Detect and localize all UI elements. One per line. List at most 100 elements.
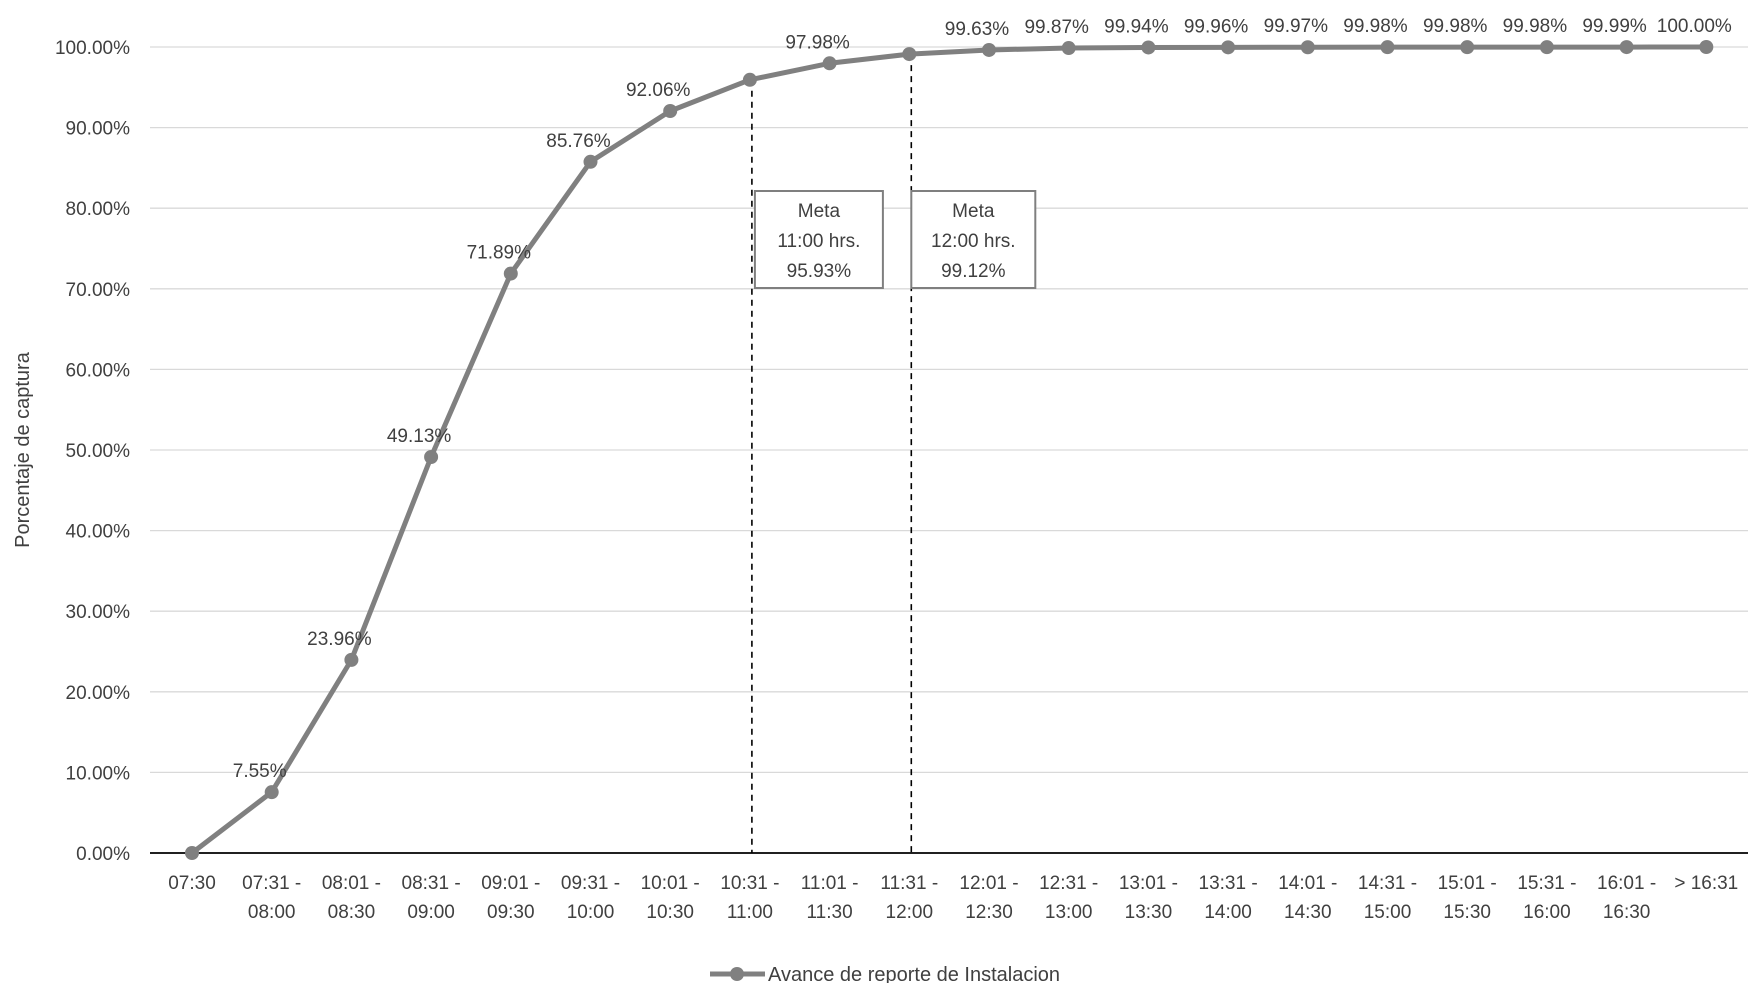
data-point bbox=[1300, 40, 1315, 55]
legend-label: Avance de reporte de Instalacion bbox=[768, 964, 1060, 983]
data-point bbox=[503, 266, 518, 281]
x-tick-label: 15:01 - bbox=[1438, 873, 1497, 894]
data-point bbox=[902, 47, 917, 62]
data-label: 100.00% bbox=[1657, 16, 1732, 37]
x-tick-label: 09:00 bbox=[407, 902, 455, 923]
x-tick-label: 10:01 - bbox=[641, 873, 700, 894]
x-tick-label: 07:30 bbox=[168, 873, 216, 894]
data-point bbox=[1539, 40, 1554, 55]
y-tick-label: 80.00% bbox=[66, 199, 131, 220]
data-point bbox=[1221, 40, 1236, 55]
data-point bbox=[742, 72, 757, 87]
x-tick-label: 14:31 - bbox=[1358, 873, 1417, 894]
x-tick-label: 14:30 bbox=[1284, 902, 1332, 923]
x-tick-label: 10:00 bbox=[567, 902, 615, 923]
goal-annotations: Meta 11:00 hrs. 95.93% Meta 12:00 hrs. 99.12% bbox=[751, 54, 1037, 853]
y-tick-label: 100.00% bbox=[55, 38, 130, 59]
data-point bbox=[344, 652, 359, 667]
legend: Avance de reporte de Instalacion bbox=[710, 964, 1060, 986]
x-tick-label: 13:30 bbox=[1125, 902, 1173, 923]
data-point bbox=[1699, 40, 1714, 54]
x-tick-label: 14:01 - bbox=[1278, 873, 1337, 894]
x-tick-label: 12:31 - bbox=[1039, 873, 1098, 894]
x-tick-label: 08:30 bbox=[328, 902, 376, 923]
data-label: 99.98% bbox=[1503, 16, 1568, 37]
x-tick-label: 12:30 bbox=[965, 902, 1013, 923]
data-label: 99.87% bbox=[1024, 17, 1089, 38]
data-label: 92.06% bbox=[626, 80, 691, 101]
goal-box-text: Meta bbox=[952, 201, 995, 222]
y-tick-label: 50.00% bbox=[66, 441, 131, 462]
data-label: 99.98% bbox=[1343, 16, 1408, 37]
data-label: 99.94% bbox=[1104, 16, 1169, 37]
x-tick-label: 07:31 - bbox=[242, 873, 301, 894]
y-tick-label: 40.00% bbox=[66, 522, 131, 543]
x-tick-label: 09:01 - bbox=[481, 873, 540, 894]
goal-box-text: 11:00 hrs. bbox=[777, 231, 860, 252]
x-tick-label: 11:01 - bbox=[801, 873, 859, 894]
series-line-path bbox=[190, 44, 1707, 855]
data-point bbox=[982, 42, 996, 57]
x-tick-label: 13:01 - bbox=[1119, 873, 1178, 894]
x-tick-label: 11:31 - bbox=[880, 873, 938, 894]
data-label: 99.96% bbox=[1184, 16, 1249, 37]
data-label: 99.63% bbox=[945, 19, 1010, 40]
y-tick-label: 90.00% bbox=[66, 119, 131, 140]
data-point bbox=[1380, 40, 1395, 55]
data-point bbox=[264, 785, 279, 800]
goal-box-text: 95.93% bbox=[787, 261, 852, 282]
goal-box bbox=[910, 190, 1037, 289]
goal-box-text: 12:00 hrs. bbox=[931, 231, 1016, 252]
data-label: 99.97% bbox=[1264, 16, 1329, 37]
gridlines bbox=[150, 46, 1748, 774]
goal-box-text: 99.12% bbox=[941, 261, 1006, 282]
x-tick-label: 09:30 bbox=[487, 902, 535, 923]
y-tick-label: 30.00% bbox=[66, 602, 131, 623]
x-axis-ticks: 07:30 07:31 - 08:00 08:01 - 08:30 08:31 - 09:0… bbox=[168, 873, 1738, 923]
x-tick-label: 16:00 bbox=[1523, 902, 1571, 923]
y-tick-label: 70.00% bbox=[66, 280, 131, 301]
x-tick-label: 15:30 bbox=[1443, 902, 1491, 923]
x-tick-label: 13:00 bbox=[1045, 902, 1093, 923]
x-tick-label: > 16:31 bbox=[1674, 873, 1738, 894]
x-tick-label: 08:31 - bbox=[402, 873, 461, 894]
data-label: 7.55% bbox=[233, 761, 287, 782]
data-point bbox=[1460, 40, 1475, 55]
data-label: 71.89% bbox=[467, 243, 532, 264]
y-tick-label: 0.00% bbox=[76, 844, 130, 865]
x-tick-label: 11:30 bbox=[807, 902, 853, 923]
data-point bbox=[1141, 40, 1156, 55]
x-tick-label: 12:00 bbox=[886, 902, 934, 923]
x-tick-label: 10:31 - bbox=[720, 873, 779, 894]
y-tick-label: 20.00% bbox=[66, 683, 131, 704]
data-label: 49.13% bbox=[387, 426, 452, 447]
x-tick-label: 15:31 - bbox=[1517, 873, 1576, 894]
x-tick-label: 12:01 - bbox=[959, 873, 1018, 894]
y-tick-label: 10.00% bbox=[66, 763, 131, 784]
data-point bbox=[583, 154, 598, 169]
x-tick-label: 08:01 - bbox=[322, 873, 381, 894]
legend-marker bbox=[730, 967, 744, 981]
data-label: 23.96% bbox=[307, 629, 372, 650]
x-tick-label: 09:31 - bbox=[561, 873, 620, 894]
data-point bbox=[424, 450, 439, 465]
x-tick-label: 15:00 bbox=[1364, 902, 1412, 923]
y-axis-title: Porcentaje de captura bbox=[12, 351, 34, 548]
data-labels: 7.55% 23.96% 49.13% 71.89% 85.76% 92.06% 97.98… bbox=[233, 16, 1732, 782]
data-point bbox=[185, 846, 199, 860]
data-label: 97.98% bbox=[785, 32, 850, 53]
x-tick-label: 14:00 bbox=[1204, 902, 1252, 923]
x-tick-label: 08:00 bbox=[248, 902, 296, 923]
data-point bbox=[663, 103, 678, 118]
x-tick-label: 13:31 - bbox=[1199, 873, 1258, 894]
x-tick-label: 10:30 bbox=[646, 902, 694, 923]
data-label: 99.98% bbox=[1423, 16, 1488, 37]
x-tick-label: 16:01 - bbox=[1597, 873, 1656, 894]
y-tick-label: 60.00% bbox=[66, 360, 131, 381]
data-point bbox=[822, 56, 837, 71]
data-point bbox=[1619, 40, 1634, 55]
data-label: 85.76% bbox=[546, 131, 611, 152]
data-label: 99.99% bbox=[1582, 16, 1647, 37]
